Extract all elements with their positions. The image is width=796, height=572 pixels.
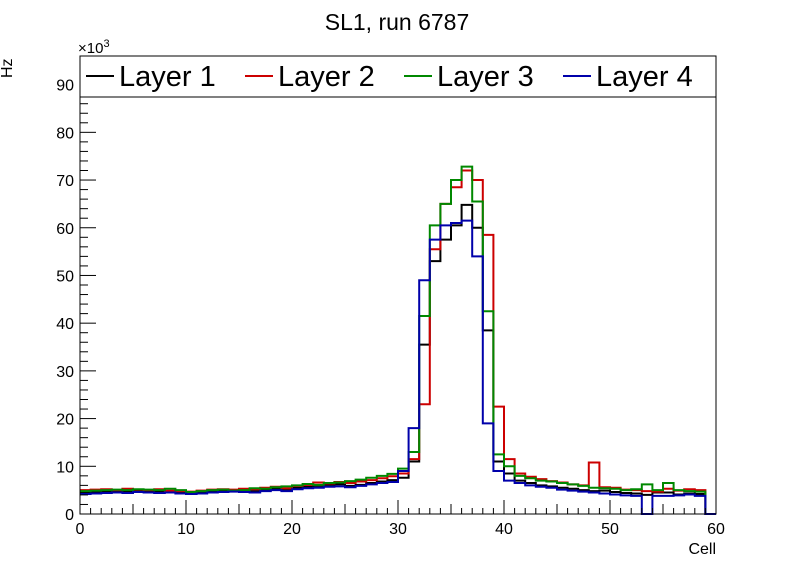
- y-tick-label: 20: [56, 412, 74, 429]
- legend-label-3: Layer 3: [437, 61, 534, 93]
- y-tick-label: 60: [56, 221, 74, 238]
- series-line-1: [80, 203, 716, 515]
- y-multiplier-base: ×10: [78, 40, 103, 57]
- legend: Layer 1 Layer 2 Layer 3 Layer 4: [79, 55, 717, 98]
- x-tick-label: 20: [283, 521, 301, 538]
- x-axis-label: Cell: [688, 541, 716, 558]
- y-multiplier-label: ×103: [78, 38, 110, 57]
- x-tick-label: 30: [389, 521, 407, 538]
- y-multiplier-exponent: 3: [103, 38, 109, 50]
- y-tick-label: 80: [56, 125, 74, 142]
- y-tick-label: 40: [56, 316, 74, 333]
- legend-label-2: Layer 2: [278, 61, 375, 93]
- plot-frame: [79, 55, 717, 515]
- x-tick-label: 0: [76, 521, 85, 538]
- series-line-3: [80, 165, 716, 515]
- legend-label-1: Layer 1: [119, 61, 216, 93]
- series-line-2: [80, 169, 716, 515]
- x-tick-label: 40: [495, 521, 513, 538]
- legend-label-4: Layer 4: [596, 61, 693, 93]
- legend-box: [79, 55, 717, 98]
- y-axis-label: Hz: [0, 58, 16, 78]
- y-tick-label: 90: [56, 78, 74, 95]
- x-tick-label: 10: [177, 521, 195, 538]
- y-tick-label: 70: [56, 173, 74, 190]
- y-tick-label: 30: [56, 364, 74, 381]
- series-layer: [80, 165, 716, 515]
- series-line-4: [80, 219, 716, 515]
- x-tick-label: 50: [601, 521, 619, 538]
- y-tick-label: 10: [56, 459, 74, 476]
- y-tick-label: 0: [65, 507, 74, 524]
- y-tick-label: 50: [56, 268, 74, 285]
- chart-title: SL1, run 6787: [325, 9, 470, 35]
- x-tick-label: 60: [707, 521, 725, 538]
- axes-layer: 0 10 20 30 40 50 60 0 10 20 30 40 50 60 70 80 90: [56, 55, 725, 538]
